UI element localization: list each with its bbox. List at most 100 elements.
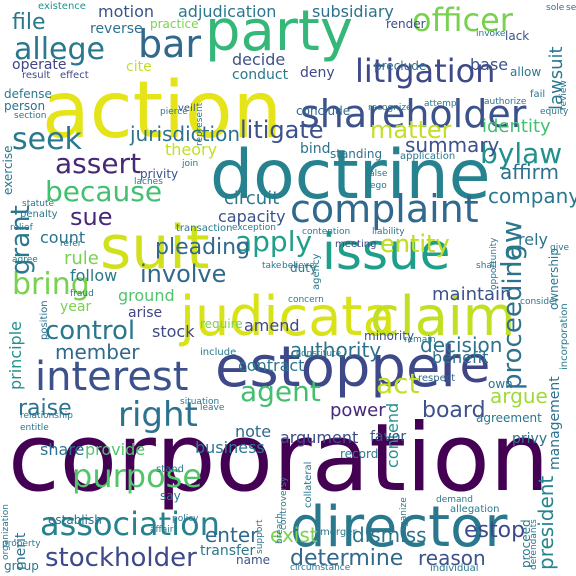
cloud-word: motion (98, 2, 155, 21)
cloud-word: complaint (290, 187, 479, 231)
cloud-word: director (290, 495, 508, 560)
cloud-word: conduct (232, 67, 289, 83)
cloud-word: respect (418, 373, 456, 384)
cloud-word: business (195, 438, 265, 457)
cloud-word: fail (530, 89, 546, 100)
cloud-word: effect (60, 70, 89, 81)
cloud-word: incorporation (559, 303, 570, 370)
cloud-word: render (386, 17, 426, 31)
cloud-word: false (366, 169, 388, 179)
cloud-word: purpose (72, 457, 202, 495)
cloud-word: follow (70, 266, 118, 285)
cloud-word: entity (380, 230, 450, 258)
cloud-word: exercise (1, 145, 15, 195)
cloud-word: preclude (374, 59, 427, 73)
cloud-word: ground (118, 286, 175, 305)
cloud-word: establish (48, 513, 102, 527)
cloud-word: application (400, 151, 456, 162)
cloud-word: provide (85, 440, 146, 459)
cloud-word: join (182, 159, 199, 169)
cloud-word: constitute (296, 349, 342, 359)
cloud-word: decision (420, 333, 503, 357)
cloud-word: remain (404, 335, 436, 345)
cloud-word: judicata (180, 285, 396, 348)
cloud-word: section (14, 111, 47, 121)
cloud-word: leave (200, 403, 225, 413)
cloud-word: corporation (8, 404, 550, 513)
cloud-word: represent (195, 102, 205, 146)
cloud-word: maintain (432, 284, 512, 305)
cloud-word: estop (464, 518, 526, 543)
cloud-word: operate (12, 57, 67, 73)
cloud-word: entity (380, 230, 450, 258)
cloud-word: argue (490, 384, 548, 408)
cloud-word: shall (476, 261, 497, 271)
cloud-word: review (559, 80, 569, 110)
cloud-word: support (255, 519, 265, 554)
cloud-word: allege (14, 32, 106, 67)
cloud-word: invoke (476, 29, 506, 39)
cloud-word: sole (546, 3, 565, 13)
cloud-word: position (39, 300, 50, 340)
cloud-word: identity (482, 116, 551, 137)
cloud-word: circuit (224, 188, 280, 209)
cloud-word: opportunity (489, 237, 499, 290)
cloud-word: count (40, 228, 86, 247)
cloud-word: own (488, 377, 513, 391)
cloud-word: relief (10, 223, 33, 233)
cloud-word: dismiss (352, 523, 427, 547)
cloud-word: group (4, 559, 39, 573)
cloud-word: liability (372, 227, 405, 237)
cloud-word: circumstance (290, 563, 351, 573)
cloud-word: set (566, 3, 576, 13)
cloud-word: fraud (70, 289, 94, 299)
cloud-word: association (40, 505, 220, 543)
cloud-word: contention (302, 227, 351, 237)
cloud-word: control (45, 316, 136, 346)
cloud-word: action (42, 66, 283, 156)
cloud-word: policy (172, 514, 199, 524)
cloud-word: rely (518, 230, 548, 249)
cloud-word: rule (64, 248, 99, 269)
cloud-word: statute (22, 199, 55, 209)
cloud-word: reason (418, 546, 486, 570)
cloud-word: capacity (218, 207, 286, 226)
cloud-word: demand (436, 495, 473, 505)
cloud-word: affair (150, 525, 174, 535)
cloud-word: pleading (155, 235, 251, 260)
cloud-word: summary (405, 133, 500, 157)
cloud-word: shareholder (300, 92, 527, 136)
cloud-word: bring (12, 267, 90, 302)
cloud-word: defense (4, 87, 52, 101)
cloud-word: agree (12, 255, 38, 265)
cloud-word: theory (165, 140, 218, 159)
cloud-word: duty (290, 261, 318, 275)
cloud-word: suit (100, 213, 210, 283)
cloud-word: defendants (529, 519, 539, 570)
cloud-word: controversy (279, 476, 289, 530)
cloud-word: privy (512, 431, 548, 447)
cloud-word: authorize (484, 97, 527, 107)
cloud-word: amend (244, 316, 300, 335)
cloud-word: exception (232, 223, 276, 233)
cloud-word: favor (370, 429, 407, 445)
cloud-word: litigate (240, 116, 324, 144)
cloud-word: re (440, 336, 491, 394)
cloud-word: organization (1, 504, 11, 560)
cloud-word: sue (70, 203, 113, 231)
cloud-word: arise (128, 305, 163, 321)
cloud-word: authority (290, 338, 382, 362)
cloud-word: say (160, 489, 181, 503)
cloud-word: equity (540, 107, 569, 117)
cloud-word: issue (322, 223, 451, 281)
cloud-word: consider (520, 297, 559, 307)
cloud-word: exist (270, 523, 318, 547)
cloud-word: determine (290, 546, 404, 571)
cloud-word: standing (330, 147, 383, 161)
cloud-word: seek (12, 122, 82, 157)
cloud-word: attempt (424, 99, 461, 109)
cloud-word: involve (140, 260, 227, 288)
cloud-word: right (118, 395, 198, 435)
cloud-word: meeting (335, 239, 377, 250)
